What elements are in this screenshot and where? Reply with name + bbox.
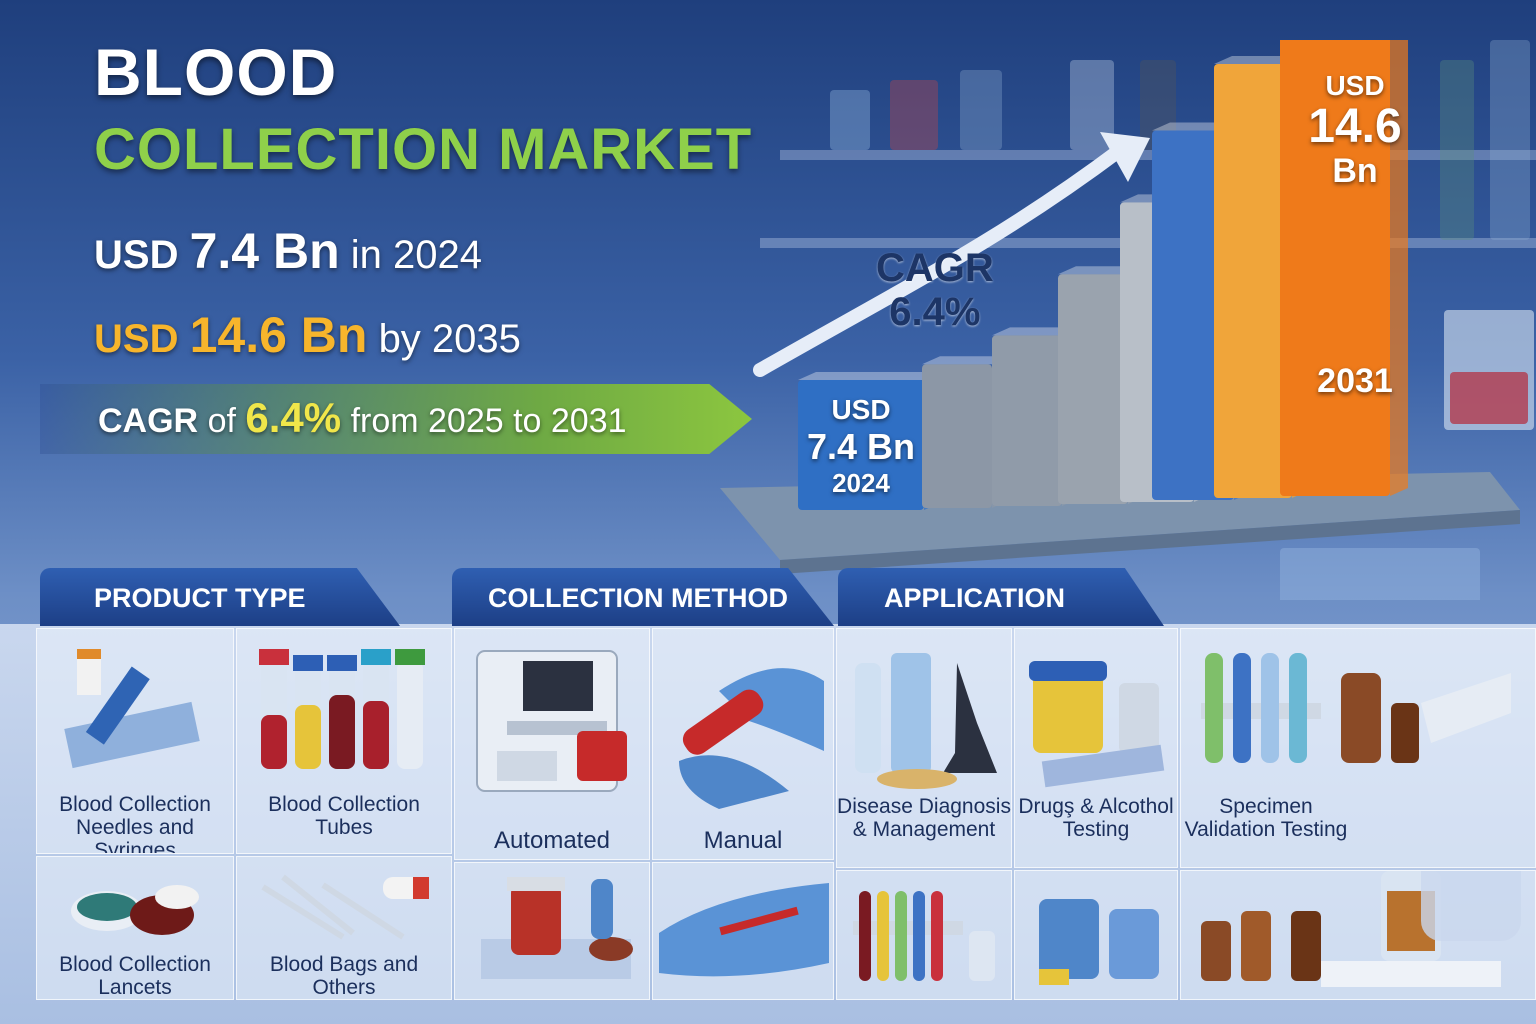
application-specimen-validation: Specimen Validation Testing xyxy=(1180,628,1536,868)
jar-icon xyxy=(1490,40,1530,240)
product-blood-bags: Blood Bags and Others xyxy=(236,856,452,1000)
application-extra-illustration xyxy=(1014,870,1178,1000)
currency-label: USD xyxy=(94,233,179,277)
cagr-label: CAGR xyxy=(98,402,199,440)
end-bar-unit: USD xyxy=(1325,70,1385,101)
application-label: Specimen Validation Testing xyxy=(1184,795,1348,841)
jar-icon xyxy=(960,70,1002,150)
scissors-icon xyxy=(253,867,443,947)
syringe-icon xyxy=(57,645,217,775)
cagr-period: from 2025 to 2031 xyxy=(350,402,627,440)
gloved-hand-icon xyxy=(659,873,829,993)
page-title-line2: COLLECTION MARKET xyxy=(94,117,753,182)
tab-product-type: PRODUCT TYPE xyxy=(40,568,400,626)
application-extra-illustration xyxy=(836,870,1012,1000)
chart-cagr-label: CAGR xyxy=(876,246,994,290)
specimen-jar-icon xyxy=(1023,643,1173,793)
end-bar-label: USD 14.6 Bn xyxy=(1300,70,1410,191)
jar-icon xyxy=(830,90,870,150)
bar-year-4 xyxy=(1058,274,1128,504)
method-extra-illustration xyxy=(652,862,834,1000)
end-bar-scale: Bn xyxy=(1332,152,1378,190)
product-label: Blood Collection Lancets xyxy=(59,953,211,999)
tab-application: APPLICATION xyxy=(838,568,1164,626)
current-year: in 2024 xyxy=(350,233,482,277)
application-drug-alcohol: Drugş & Alcothol Testing xyxy=(1014,628,1178,868)
method-label: Automated xyxy=(493,827,611,854)
start-bar-label: USD 7.4 Bn 2024 xyxy=(798,394,924,499)
specimen-jar-icon xyxy=(1029,879,1169,989)
product-needles-syringes: Blood Collection Needles and Syringes xyxy=(36,628,234,854)
tab-collection-method: COLLECTION METHOD xyxy=(452,568,834,626)
bar-2024 xyxy=(798,380,924,510)
cagr-of: of xyxy=(207,402,236,440)
end-bar-value: 14.6 xyxy=(1308,100,1402,153)
bar-year-6 xyxy=(1152,130,1234,500)
tubes-icon xyxy=(255,645,435,785)
bar-year-7 xyxy=(1214,64,1292,498)
cagr-value: 6.4% xyxy=(245,394,342,441)
lancet-icon xyxy=(67,867,207,947)
jar-icon xyxy=(890,80,938,150)
product-label: Blood Collection Tubes xyxy=(268,793,420,839)
bar-2031 xyxy=(1280,40,1390,496)
application-disease-diagnosis: Disease Diagnosis & Management xyxy=(836,628,1012,868)
bar-year-3 xyxy=(992,335,1062,506)
bottles-icon xyxy=(1191,643,1521,793)
page-title-line1: BLOOD xyxy=(94,35,338,109)
bar-year-2 xyxy=(922,364,992,508)
forecast-market-size: USD 14.6 Bn by 2035 xyxy=(94,306,521,364)
method-automated: Automated xyxy=(454,628,650,860)
chart-platform-edge xyxy=(780,510,1520,574)
bottles-icon xyxy=(1191,871,1521,991)
forecast-value: 14.6 Bn xyxy=(189,307,368,363)
current-market-size: USD 7.4 Bn in 2024 xyxy=(94,222,482,280)
product-label: Blood Bags and Others xyxy=(269,953,419,999)
microscope-icon xyxy=(847,643,1007,793)
specimen-jar-icon xyxy=(471,869,641,989)
current-value: 7.4 Bn xyxy=(189,223,340,279)
product-lancets: Blood Collection Lancets xyxy=(36,856,234,1000)
end-bar-year: 2031 xyxy=(1317,362,1393,400)
method-manual: Manual xyxy=(652,628,834,860)
bar-top xyxy=(798,372,942,380)
bar-top xyxy=(922,356,1010,365)
growth-arrow xyxy=(753,143,1127,377)
product-label: Blood Collection Needles and Syringes xyxy=(59,793,211,854)
currency-label: USD xyxy=(94,317,179,361)
growth-arrowhead xyxy=(1100,132,1150,182)
product-tubes: Blood Collection Tubes xyxy=(236,628,452,854)
gloved-hand-icon xyxy=(659,641,829,811)
tube-rack-icon xyxy=(1280,548,1480,600)
method-extra-illustration xyxy=(454,862,650,1000)
analyzer-icon xyxy=(467,641,643,807)
cagr-arrow-banner xyxy=(40,384,752,454)
jar-icon xyxy=(1440,60,1474,240)
bar-side xyxy=(1390,40,1408,496)
start-bar-unit: USD xyxy=(831,394,891,425)
method-label: Manual xyxy=(703,827,783,854)
cagr-statement: CAGR of 6.4% from 2025 to 2031 xyxy=(98,394,627,442)
forecast-year: by 2035 xyxy=(378,317,521,361)
start-bar-value: 7.4 Bn xyxy=(806,426,916,467)
chart-cagr-annotation: CAGR 6.4% xyxy=(876,246,994,334)
tube-rack-icon xyxy=(849,881,1001,991)
market-growth-chart xyxy=(720,40,1520,574)
blood-sample-icon xyxy=(1450,372,1528,424)
application-label: Disease Diagnosis & Management xyxy=(837,795,1011,841)
start-bar-year: 2024 xyxy=(832,468,890,498)
application-label: Drugş & Alcothol Testing xyxy=(1018,795,1174,841)
chart-cagr-value: 6.4% xyxy=(889,290,981,334)
application-extra-illustration xyxy=(1180,870,1536,1000)
segment-headers: PRODUCT TYPE COLLECTION METHOD APPLICATI… xyxy=(0,568,1536,626)
